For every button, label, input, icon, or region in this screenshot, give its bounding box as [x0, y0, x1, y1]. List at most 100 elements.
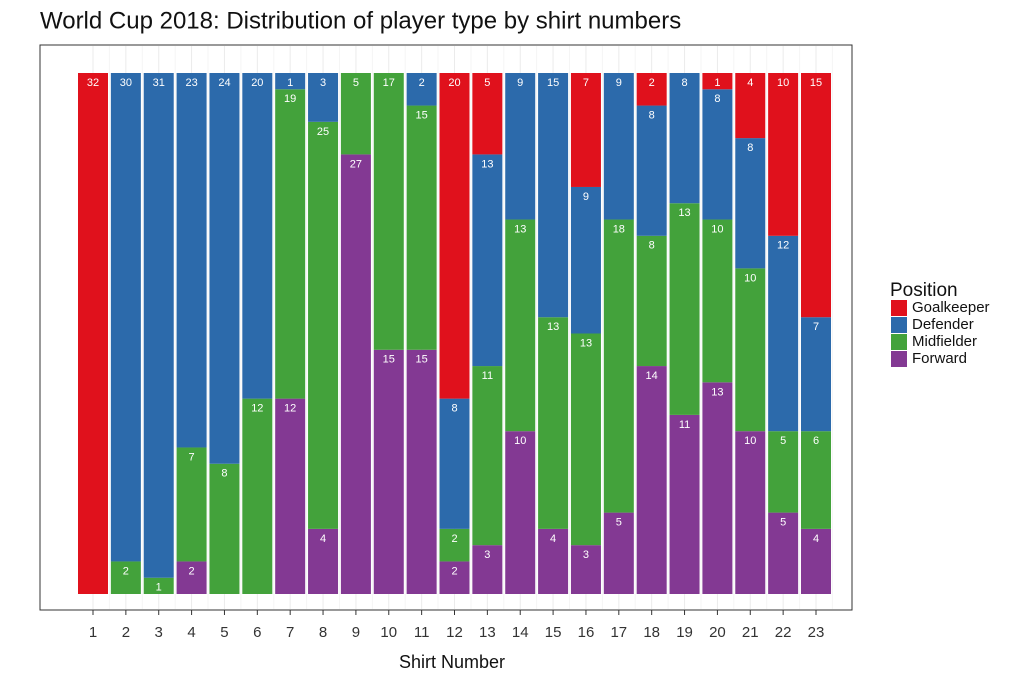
value-label: 2 [649, 77, 655, 89]
bar-segment [308, 73, 339, 122]
bar-segment [505, 73, 536, 220]
legend-label: Defender [912, 316, 974, 333]
x-tick-label: 4 [187, 624, 195, 641]
bar-segment [143, 73, 174, 578]
value-label: 24 [218, 77, 230, 89]
value-label: 31 [153, 77, 165, 89]
bar-segment [768, 431, 799, 513]
value-label: 2 [123, 565, 129, 577]
value-label: 5 [780, 435, 786, 447]
x-tick-label: 9 [352, 624, 360, 641]
value-label: 15 [416, 354, 428, 366]
bar-segment [603, 512, 634, 594]
value-label: 2 [419, 77, 425, 89]
value-label: 8 [649, 240, 655, 252]
value-label: 7 [813, 321, 819, 333]
bar-segment [603, 219, 634, 513]
value-label: 10 [514, 435, 526, 447]
bar-segment [636, 73, 667, 106]
value-label: 30 [120, 77, 132, 89]
legend-swatch [891, 334, 907, 350]
legend-title: Position [890, 280, 958, 301]
x-tick-label: 6 [253, 624, 261, 641]
value-label: 8 [649, 109, 655, 121]
x-tick-label: 18 [643, 624, 660, 641]
x-tick-label: 20 [709, 624, 726, 641]
x-tick-label: 23 [808, 624, 825, 641]
value-label: 15 [810, 77, 822, 89]
x-tick-label: 12 [446, 624, 463, 641]
bar-segment [702, 219, 733, 383]
value-label: 8 [221, 468, 227, 480]
value-label: 4 [550, 533, 556, 545]
bar-segment [669, 73, 700, 204]
bar-segment [209, 73, 240, 464]
value-label: 1 [156, 582, 162, 594]
value-label: 13 [711, 386, 723, 398]
bar-segment [669, 203, 700, 415]
bar-segment [801, 317, 831, 432]
value-label: 18 [613, 223, 625, 235]
bar-segment [308, 528, 339, 594]
value-label: 1 [287, 77, 293, 89]
value-label: 4 [320, 533, 326, 545]
bar-segment [570, 545, 601, 594]
value-label: 17 [383, 77, 395, 89]
value-label: 4 [747, 77, 753, 89]
bar-segment [275, 73, 306, 90]
bar-segment [275, 398, 306, 594]
x-tick-label: 21 [742, 624, 759, 641]
value-label: 9 [616, 77, 622, 89]
bar-segment [472, 366, 503, 546]
bar-segment [472, 154, 503, 367]
value-label: 13 [678, 207, 690, 219]
x-tick-label: 10 [380, 624, 397, 641]
value-label: 7 [583, 77, 589, 89]
bar-segment [801, 528, 831, 594]
bar-segment [406, 105, 437, 350]
value-label: 10 [711, 223, 723, 235]
bar-segment [439, 561, 470, 594]
x-tick-label: 1 [89, 624, 97, 641]
value-label: 13 [547, 321, 559, 333]
value-label: 11 [482, 370, 493, 382]
value-label: 15 [383, 354, 395, 366]
value-label: 15 [416, 109, 428, 121]
value-label: 12 [251, 403, 263, 415]
bar-segment [636, 366, 667, 594]
bar-segment [538, 317, 569, 529]
value-label: 1 [714, 77, 720, 89]
x-tick-label: 17 [610, 624, 627, 641]
value-label: 10 [777, 77, 789, 89]
bar-segment [570, 186, 601, 334]
value-label: 5 [353, 77, 359, 89]
chart-title: World Cup 2018: Distribution of player t… [40, 7, 681, 34]
value-label: 8 [681, 77, 687, 89]
bar-segment [702, 382, 733, 594]
value-label: 19 [284, 93, 296, 105]
bar-segment [406, 349, 437, 594]
bar-segment [110, 73, 141, 562]
legend-label: Goalkeeper [912, 299, 990, 316]
bar-segment [669, 414, 700, 594]
legend-swatch [891, 317, 907, 333]
x-tick-label: 7 [286, 624, 294, 641]
value-label: 12 [777, 240, 789, 252]
bar-segment [735, 138, 766, 269]
bar-segment [176, 561, 207, 594]
value-label: 13 [514, 223, 526, 235]
value-label: 27 [350, 158, 362, 170]
value-label: 6 [813, 435, 819, 447]
value-label: 5 [616, 517, 622, 529]
bar-segment [538, 528, 569, 594]
bar-segment [406, 73, 437, 106]
legend-label: Midfielder [912, 333, 977, 350]
bar-segment [570, 333, 601, 546]
x-tick-label: 11 [414, 624, 430, 641]
value-label: 3 [320, 77, 326, 89]
legend-swatch [891, 351, 907, 367]
bar-segment [176, 73, 207, 448]
bar-segment [308, 121, 339, 529]
bar-segment [505, 219, 536, 432]
value-label: 3 [484, 549, 490, 561]
